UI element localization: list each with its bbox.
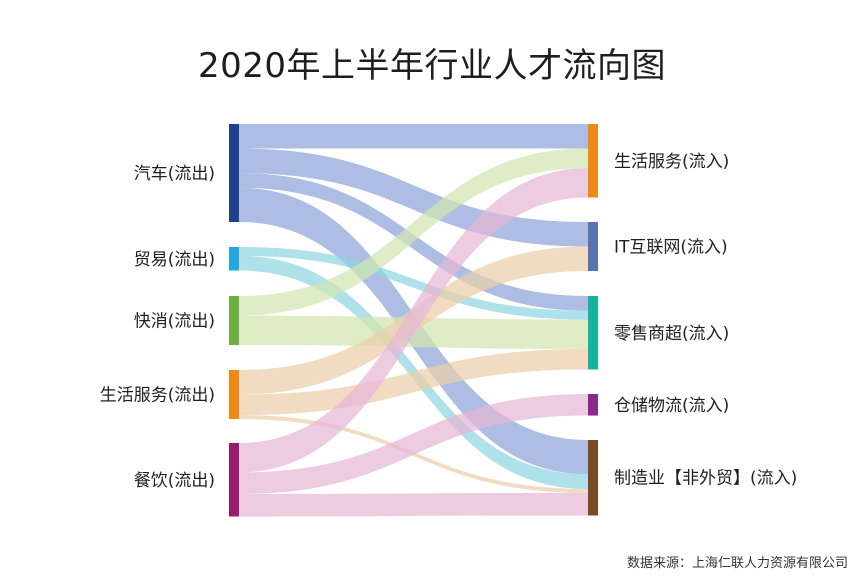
sankey-link <box>239 247 588 320</box>
sankey-link <box>239 168 588 473</box>
target-node <box>588 394 598 416</box>
source-label: 生活服务(流出) <box>100 386 215 406</box>
sankey-links <box>239 124 588 517</box>
sankey-link <box>239 348 588 416</box>
target-label: IT互联网(流入) <box>614 238 728 258</box>
target-label: 制造业【非外贸】(流入) <box>614 469 797 489</box>
source-note: 数据来源：上海仁联人力资源有限公司 <box>626 556 848 571</box>
target-label: 生活服务(流入) <box>614 152 729 172</box>
source-label: 贸易(流出) <box>134 250 215 270</box>
target-node <box>588 124 598 198</box>
target-node <box>588 296 598 370</box>
sankey-link <box>239 124 588 149</box>
source-node <box>229 296 239 345</box>
source-label: 餐饮(流出) <box>134 471 215 491</box>
source-node <box>229 370 239 419</box>
target-node <box>588 222 598 271</box>
target-label: 零售商超(流入) <box>614 324 729 344</box>
target-label: 仓储物流(流入) <box>614 396 729 416</box>
source-node <box>229 443 239 517</box>
source-label: 快消(流出) <box>134 312 215 332</box>
sankey-link <box>239 148 588 316</box>
chart-title: 2020年上半年行业人才流向图 <box>197 46 667 86</box>
source-node <box>229 124 239 222</box>
source-label: 汽车(流出) <box>134 164 215 184</box>
sankey-link <box>239 394 588 494</box>
sankey-labels: 汽车(流出) 贸易(流出) 快消(流出) 生活服务(流出) 餐饮(流出) 生活服务(流入)… <box>100 152 798 491</box>
sankey-nodes <box>229 124 598 517</box>
target-node <box>588 440 598 516</box>
source-node <box>229 247 239 271</box>
sankey-link <box>239 492 588 517</box>
